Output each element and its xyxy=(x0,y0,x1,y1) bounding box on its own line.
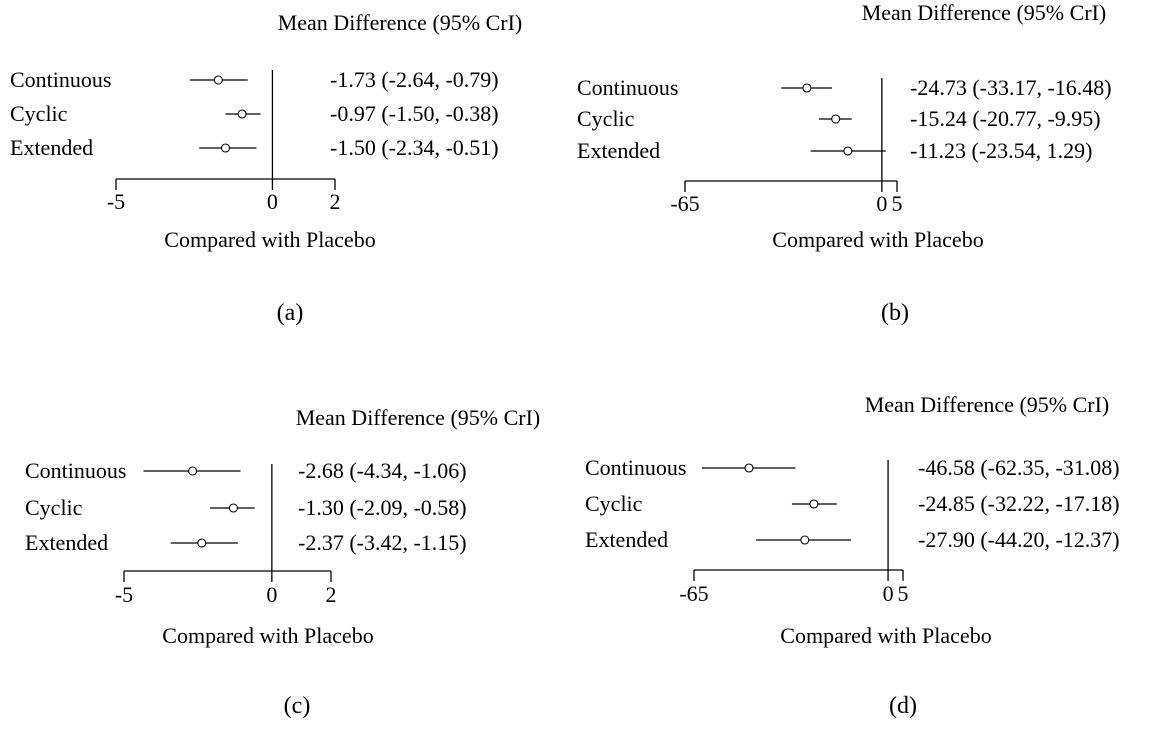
estimate-point xyxy=(744,463,754,473)
x-tick-label: -65 xyxy=(670,191,699,216)
x-axis-label: Compared with Placebo xyxy=(780,623,991,648)
row-label: Cyclic xyxy=(585,491,643,516)
panel-label: (a) xyxy=(277,300,304,326)
estimate-text: -1.50 (-2.34, -0.51) xyxy=(330,135,499,160)
estimate-text: -1.30 (-2.09, -0.58) xyxy=(298,495,467,520)
estimate-point xyxy=(802,83,812,93)
row-label: Continuous xyxy=(585,455,686,480)
estimate-point xyxy=(197,538,207,548)
estimate-text: -24.73 (-33.17, -16.48) xyxy=(910,75,1112,100)
x-tick-label: -65 xyxy=(679,581,708,606)
row-label: Continuous xyxy=(577,75,678,100)
x-tick-label: 2 xyxy=(330,189,341,214)
estimate-text: -15.24 (-20.77, -9.95) xyxy=(910,106,1101,131)
estimate-text: -2.37 (-3.42, -1.15) xyxy=(298,530,467,555)
estimate-text: -2.68 (-4.34, -1.06) xyxy=(298,458,467,483)
panel-header: Mean Difference (95% CrI) xyxy=(862,0,1107,25)
estimate-text: -11.23 (-23.54, 1.29) xyxy=(910,138,1093,163)
forest-panel-a: Mean Difference (95% CrI) -5 0 2 Continuous -… xyxy=(10,10,522,326)
row-label: Cyclic xyxy=(10,101,68,126)
panel-label: (b) xyxy=(881,300,909,326)
row-label: Cyclic xyxy=(25,495,83,520)
x-tick-label: 0 xyxy=(266,582,277,607)
panel-header: Mean Difference (95% CrI) xyxy=(865,392,1110,417)
panel-label: (d) xyxy=(889,693,917,719)
estimate-text: -27.90 (-44.20, -12.37) xyxy=(918,527,1120,552)
row-label: Extended xyxy=(577,138,660,163)
estimate-text: -24.85 (-32.22, -17.18) xyxy=(918,491,1120,516)
estimate-point xyxy=(228,503,238,513)
x-tick-label: 0 xyxy=(876,191,887,216)
estimate-point xyxy=(809,499,819,509)
estimate-point xyxy=(220,143,231,153)
panel-header: Mean Difference (95% CrI) xyxy=(278,10,523,35)
estimate-point xyxy=(843,146,853,156)
x-axis-label: Compared with Placebo xyxy=(164,227,375,252)
row-label: Extended xyxy=(585,527,668,552)
panel-label: (c) xyxy=(284,693,311,719)
forest-panel-b: Mean Difference (95% CrI) -65 0 5 Continuous… xyxy=(577,0,1112,326)
x-tick-label: 2 xyxy=(326,582,337,607)
panel-header: Mean Difference (95% CrI) xyxy=(296,405,541,430)
row-label: Extended xyxy=(25,530,108,555)
estimate-text: -46.58 (-62.35, -31.08) xyxy=(918,455,1120,480)
x-tick-label: -5 xyxy=(107,189,125,214)
estimate-point xyxy=(188,466,198,476)
forest-panel-c: Mean Difference (95% CrI) -5 0 2 Continuous -… xyxy=(25,405,540,719)
x-tick-label: 0 xyxy=(883,581,894,606)
x-tick-label: 5 xyxy=(892,191,903,216)
x-axis-label: Compared with Placebo xyxy=(162,623,373,648)
estimate-point xyxy=(213,75,223,85)
estimate-text: -1.73 (-2.64, -0.79) xyxy=(330,67,499,92)
row-label: Cyclic xyxy=(577,106,635,131)
estimate-text: -0.97 (-1.50, -0.38) xyxy=(330,101,499,126)
x-tick-label: -5 xyxy=(115,582,133,607)
estimate-point xyxy=(237,109,247,119)
row-label: Extended xyxy=(10,135,93,160)
x-axis-label: Compared with Placebo xyxy=(772,227,983,252)
row-label: Continuous xyxy=(10,67,111,92)
estimate-point xyxy=(800,535,810,545)
row-label: Continuous xyxy=(25,458,126,483)
x-tick-label: 0 xyxy=(267,189,278,214)
forest-panel-d: Mean Difference (95% CrI) -65 0 5 Continuous… xyxy=(585,392,1120,719)
estimate-point xyxy=(831,114,841,124)
x-tick-label: 5 xyxy=(898,581,909,606)
